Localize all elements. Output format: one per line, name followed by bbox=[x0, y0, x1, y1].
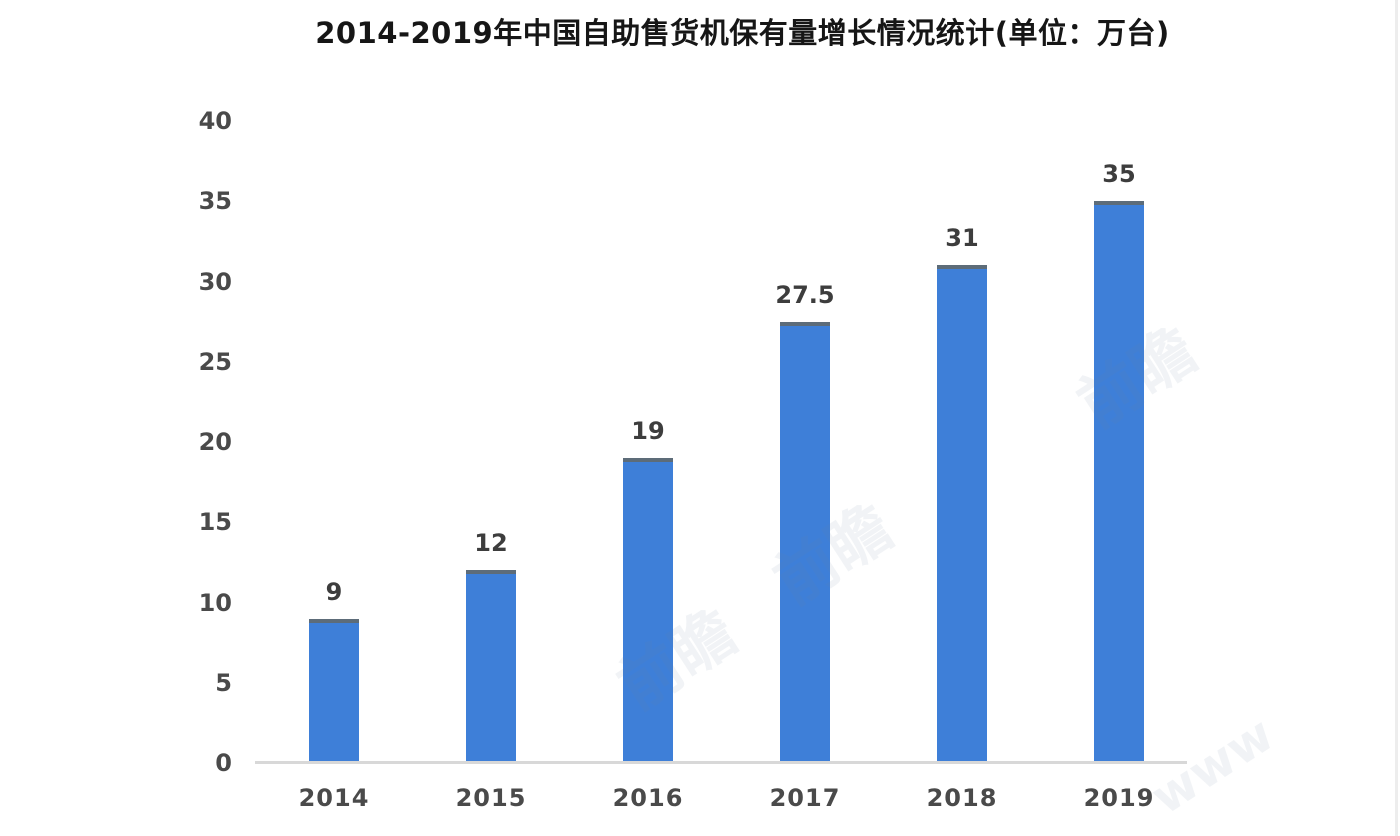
bar-value-label-2017: 27.5 bbox=[775, 281, 835, 309]
y-tick-label-10: 10 bbox=[198, 588, 232, 617]
bar-2018 bbox=[937, 265, 987, 763]
bar-2016 bbox=[623, 458, 673, 763]
bar-2019 bbox=[1094, 201, 1144, 763]
y-tick-label-20: 20 bbox=[198, 428, 232, 456]
y-tick-label-25: 25 bbox=[198, 347, 232, 376]
x-tick-label-2019: 2019 bbox=[1083, 784, 1155, 812]
y-tick-label-5: 5 bbox=[215, 668, 232, 697]
chart-title: 2014-2019年中国自助售货机保有量增长情况统计(单位：万台) bbox=[315, 16, 1170, 50]
bar-value-label-2014: 9 bbox=[325, 578, 343, 606]
y-tick-label-15: 15 bbox=[198, 508, 232, 537]
image-right-edge-line bbox=[1395, 0, 1398, 836]
bar-value-label-2015: 12 bbox=[474, 529, 508, 557]
bar-value-label-2019: 35 bbox=[1102, 160, 1136, 188]
x-tick-label-2018: 2018 bbox=[926, 784, 998, 812]
bar-2014 bbox=[309, 619, 359, 763]
y-tick-label-30: 30 bbox=[198, 267, 232, 296]
bar-value-label-2016: 19 bbox=[631, 417, 665, 445]
y-tick-label-35: 35 bbox=[198, 187, 232, 216]
x-axis-line bbox=[255, 761, 1187, 764]
x-tick-label-2015: 2015 bbox=[455, 784, 527, 812]
y-tick-label-0: 0 bbox=[215, 749, 232, 777]
x-tick-label-2017: 2017 bbox=[769, 784, 841, 812]
y-tick-label-40: 40 bbox=[198, 107, 232, 135]
bar-value-label-2018: 31 bbox=[945, 224, 979, 252]
bar-2017 bbox=[780, 322, 830, 763]
bar-2015 bbox=[466, 570, 516, 763]
x-tick-label-2014: 2014 bbox=[298, 784, 370, 812]
x-tick-label-2016: 2016 bbox=[612, 784, 684, 812]
